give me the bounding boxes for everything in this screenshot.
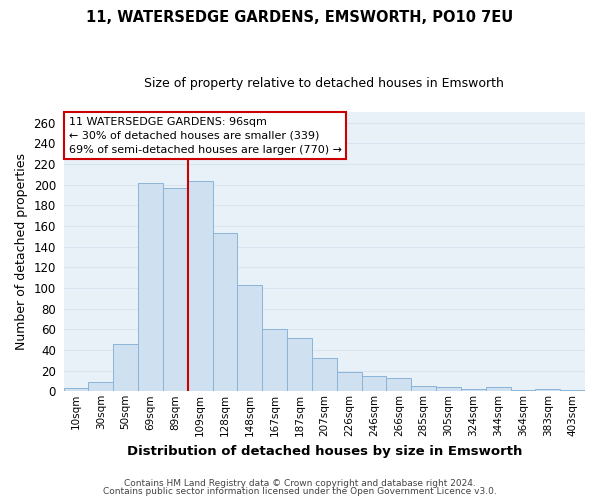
Bar [485, 387, 511, 392]
Bar [535, 389, 560, 392]
Text: Contains public sector information licensed under the Open Government Licence v3: Contains public sector information licen… [103, 487, 497, 496]
Bar [188, 180, 212, 392]
Title: Size of property relative to detached houses in Emsworth: Size of property relative to detached ho… [145, 78, 504, 90]
Bar [64, 388, 88, 392]
Bar [362, 376, 386, 392]
Bar [560, 390, 585, 392]
Bar [113, 344, 138, 392]
Bar [511, 390, 535, 392]
Bar [461, 389, 485, 392]
Bar [386, 378, 411, 392]
Bar [436, 387, 461, 392]
X-axis label: Distribution of detached houses by size in Emsworth: Distribution of detached houses by size … [127, 444, 522, 458]
Bar [138, 182, 163, 392]
Bar [287, 338, 312, 392]
Text: Contains HM Land Registry data © Crown copyright and database right 2024.: Contains HM Land Registry data © Crown c… [124, 478, 476, 488]
Bar [262, 330, 287, 392]
Text: 11, WATERSEDGE GARDENS, EMSWORTH, PO10 7EU: 11, WATERSEDGE GARDENS, EMSWORTH, PO10 7… [86, 10, 514, 25]
Bar [88, 382, 113, 392]
Bar [312, 358, 337, 392]
Bar [163, 188, 188, 392]
Y-axis label: Number of detached properties: Number of detached properties [15, 154, 28, 350]
Text: 11 WATERSEDGE GARDENS: 96sqm
← 30% of detached houses are smaller (339)
69% of s: 11 WATERSEDGE GARDENS: 96sqm ← 30% of de… [69, 116, 342, 154]
Bar [411, 386, 436, 392]
Bar [212, 234, 238, 392]
Bar [337, 372, 362, 392]
Bar [238, 285, 262, 392]
